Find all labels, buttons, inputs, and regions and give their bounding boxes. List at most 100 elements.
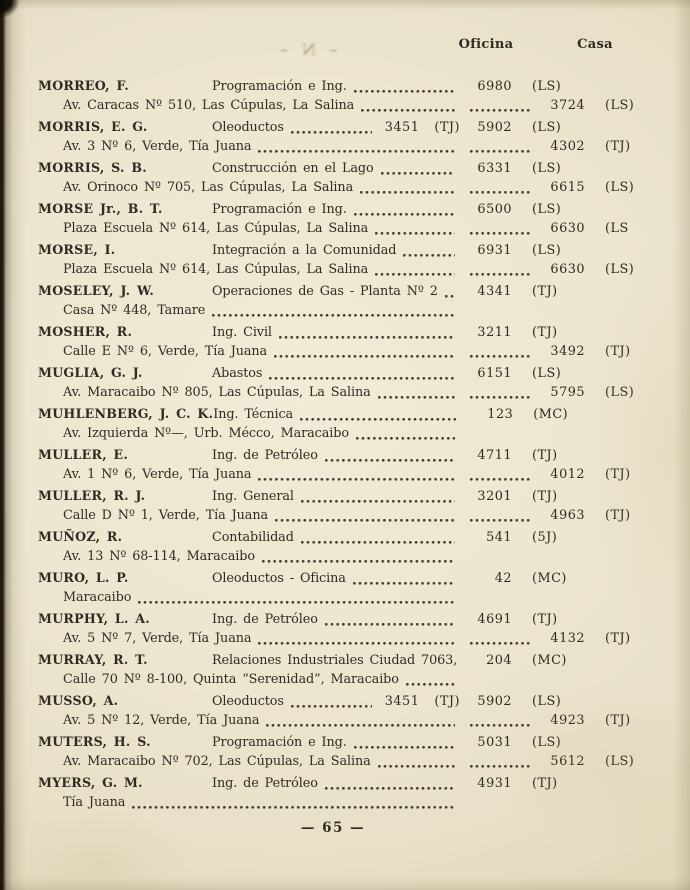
dot-leader (278, 323, 455, 343)
directory-entry: MUÑOZ, R. Contabilidad 541 (5J) Av. 13 N… (38, 527, 690, 567)
dot-leader (212, 301, 455, 321)
dot-leader (258, 465, 455, 485)
directory-entry: MURO, L. P. Oleoductos - Oficina 42 (MC)… (38, 568, 690, 608)
page-number: — 65 — (300, 820, 366, 836)
entry-name: MULLER, E. (38, 447, 128, 462)
dot-leader-office-column (470, 465, 532, 485)
home-extension: 4012 (550, 467, 585, 482)
entry-name: MORSE, I. (38, 242, 116, 257)
home-extension: 4923 (550, 713, 585, 728)
home-extension: 6630 (550, 262, 585, 277)
office-extension: 6980 (477, 79, 512, 94)
office-extension: 123 (487, 407, 514, 422)
entry-main-line: MOSHER, R. Ing. Civil 3211 (TJ) (38, 322, 690, 343)
office-location-code: (TJ) (532, 325, 558, 340)
entry-address-cell: Maracaibo (63, 588, 460, 608)
entry-department-cell: Programación e Ing. (212, 77, 460, 97)
entry-name: MORSE Jr., B. T. (38, 201, 163, 216)
column-header-oficina: Oficina (458, 37, 514, 52)
column-header-casa: Casa (577, 37, 613, 52)
office-extension: 541 (486, 530, 512, 545)
entry-main-line: MUSSO, A. Oleoductos 3451 (TJ) 5902 (LS) (38, 691, 690, 712)
office-extension: 5902 (477, 120, 512, 135)
directory-entry: MUTERS, H. S. Programación e Ing. 5031 (… (38, 732, 690, 772)
dot-leader (258, 629, 455, 649)
office-extension: 6151 (477, 366, 512, 381)
dot-leader-office-column (470, 301, 532, 321)
entry-address-cell: Plaza Escuela Nº 614, Las Cúpulas, La Sa… (63, 219, 460, 239)
office-location-code: (LS) (532, 694, 562, 709)
entry-name: MURPHY, L. A. (38, 611, 150, 626)
entry-main-line: MUÑOZ, R. Contabilidad 541 (5J) (38, 527, 690, 548)
office-extension: 3211 (477, 325, 512, 340)
directory-entry: MURRAY, R. T. Relaciones Industriales Ci… (38, 650, 690, 690)
office-extension: 4341 (477, 284, 512, 299)
entry-main-line: MUHLENBERG, J. C. K. Ing. Técnica 123 (M… (38, 404, 690, 425)
office-location-code: (TJ) (532, 448, 558, 463)
entry-department: Ing. de Petróleo (212, 776, 318, 791)
entry-address-line: Av. 5 Nº 12, Verde, Tía Juana 4923 (TJ) (38, 711, 690, 731)
entry-address: Casa Nº 448, Tamare (63, 303, 206, 318)
dot-leader-office-column (470, 424, 532, 444)
entry-main-line: MOSELEY, J. W. Operaciones de Gas - Plan… (38, 281, 690, 302)
home-extension: 4132 (550, 631, 585, 646)
entry-address-line: Av. Orinoco Nº 705, Las Cúpulas, La Sali… (38, 178, 690, 198)
entry-address-cell: Av. Maracaibo Nº 702, Las Cúpulas, La Sa… (63, 752, 460, 772)
entry-department: Ing. de Petróleo (212, 448, 318, 463)
directory-entry: MURPHY, L. A. Ing. de Petróleo 4691 (TJ)… (38, 609, 690, 649)
entry-name: MURO, L. P. (38, 570, 129, 585)
entry-main-line: MYERS, G. M. Ing. de Petróleo 4931 (TJ) (38, 773, 690, 794)
directory-entry: MORRIS, E. G. Oleoductos 3451 (TJ) 5902 … (38, 117, 690, 157)
directory-entry: MORSE, I. Integración a la Comunidad 693… (38, 240, 690, 280)
department-location-code: (TJ) (434, 694, 460, 709)
directory-entry: MUHLENBERG, J. C. K. Ing. Técnica 123 (M… (38, 404, 690, 444)
entry-department-cell: Ing. de Petróleo (212, 446, 460, 466)
directory-entry: MOSHER, R. Ing. Civil 3211 (TJ) Calle E … (38, 322, 690, 362)
home-location-code: (TJ) (605, 631, 631, 646)
dot-leader-office-column (470, 96, 532, 116)
dot-leader (375, 260, 455, 280)
directory-entry: MULLER, R. J. Ing. General 3201 (TJ) Cal… (38, 486, 690, 526)
dot-leader (261, 547, 455, 567)
entry-address-cell: Plaza Escuela Nº 614, Las Cúpulas, La Sa… (63, 260, 460, 280)
entry-address-line: Plaza Escuela Nº 614, Las Cúpulas, La Sa… (38, 260, 690, 280)
entry-address-cell: Av. 13 Nº 68-114, Maracaibo (63, 547, 460, 567)
entry-main-line: MUGLIA, G. J. Abastos 6151 (LS) (38, 363, 690, 384)
home-location-code: (TJ) (605, 344, 631, 359)
entry-main-line: MULLER, R. J. Ing. General 3201 (TJ) (38, 486, 690, 507)
home-location-code: (LS) (605, 262, 635, 277)
entry-department-cell: Programación e Ing. (212, 733, 460, 753)
home-location-code: (TJ) (605, 713, 631, 728)
department-extension: 3451 (384, 694, 420, 709)
entry-department: Programación e Ing. (212, 735, 347, 750)
dot-leader (353, 733, 455, 753)
entry-address: Av. 5 Nº 12, Verde, Tía Juana (63, 713, 260, 728)
office-location-code: (LS) (532, 202, 562, 217)
dot-leader (269, 364, 455, 384)
entry-department-cell: Construcción en el Lago (212, 159, 460, 179)
dot-leader (300, 405, 457, 425)
dot-leader-office-column (470, 629, 532, 649)
entry-main-line: MUTERS, H. S. Programación e Ing. 5031 (… (38, 732, 690, 753)
entry-main-line: MURO, L. P. Oleoductos - Oficina 42 (MC) (38, 568, 690, 589)
entry-address-line: Plaza Escuela Nº 614, Las Cúpulas, La Sa… (38, 219, 690, 239)
entry-address-line: Calle D Nº 1, Verde, Tía Juana 4963 (TJ) (38, 506, 690, 526)
home-extension: 4302 (550, 139, 585, 154)
entry-department-cell: Oleoductos 3451 (TJ) (212, 118, 460, 138)
dot-leader (380, 159, 455, 179)
home-extension: 5612 (550, 754, 585, 769)
entry-address: Av. Maracaibo Nº 702, Las Cúpulas, La Sa… (63, 754, 371, 769)
dot-leader-office-column (470, 793, 532, 813)
entry-department-cell: Ing. Civil (212, 323, 460, 343)
office-location-code: (TJ) (532, 489, 558, 504)
dot-leader (444, 282, 455, 302)
entry-department: Abastos (212, 366, 263, 381)
entry-address: Tía Juana (63, 795, 126, 810)
entry-address-cell: Calle D Nº 1, Verde, Tía Juana (63, 506, 460, 526)
home-location-code: (TJ) (605, 467, 631, 482)
directory-entry: MOSELEY, J. W. Operaciones de Gas - Plan… (38, 281, 690, 321)
dot-leader (355, 424, 455, 444)
entry-department: Operaciones de Gas - Planta Nº 2 (212, 284, 438, 299)
entry-department: Contabilidad (212, 530, 294, 545)
